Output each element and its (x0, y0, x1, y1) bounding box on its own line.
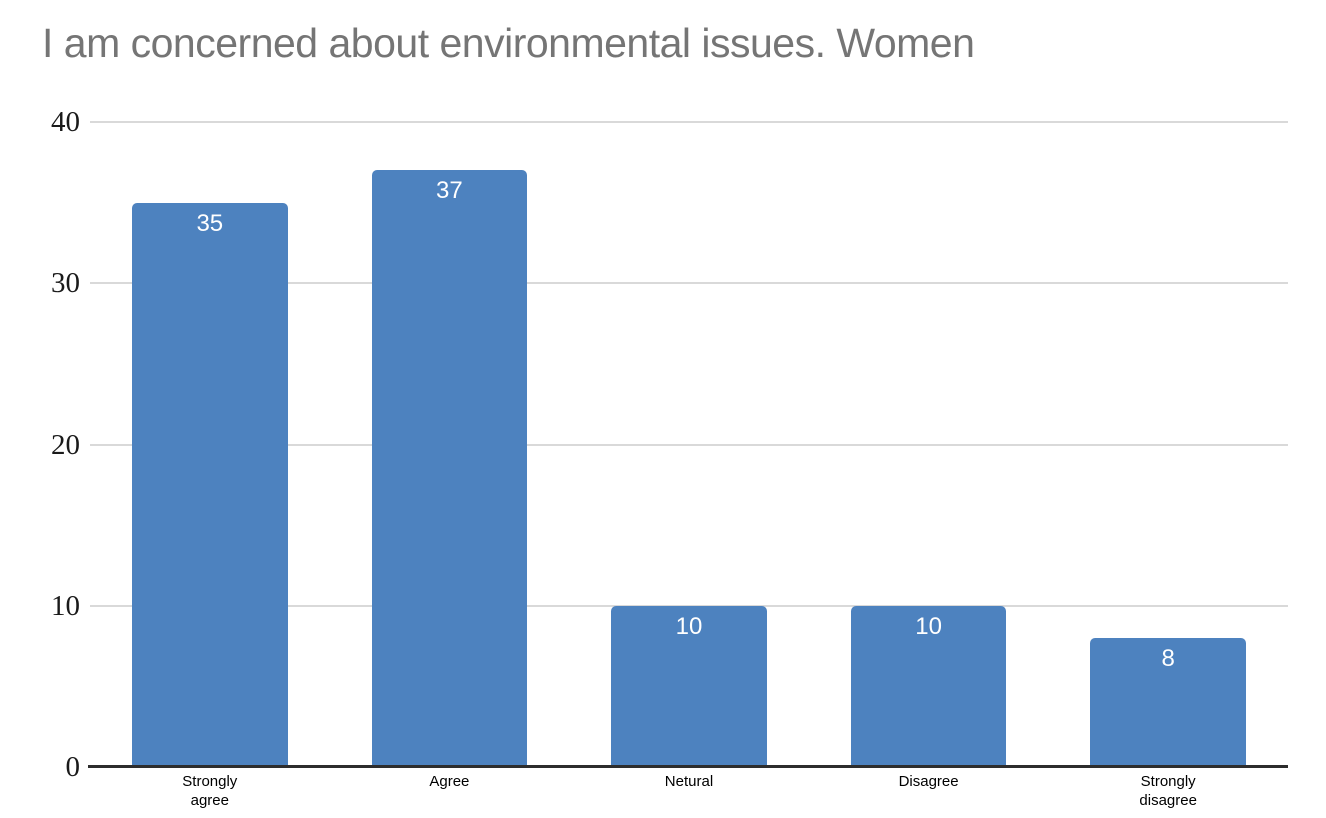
bar-value-label-netural: 10 (675, 612, 703, 640)
bar-netural: 10 (611, 605, 767, 767)
y-tick-label-0: 0 (65, 751, 81, 783)
gridline-30 (90, 282, 1288, 285)
bar-group-disagree: 10 (809, 122, 1049, 767)
y-axis: 0 10 20 30 40 (0, 0, 80, 818)
bar-strongly-agree: 35 (131, 202, 288, 767)
x-axis-labels: Strongly agree Agree Netural Disagree Strong… (90, 772, 1288, 810)
chart-title: I am concerned about environmental issue… (42, 20, 975, 66)
plot-area: 35 37 10 10 8 (88, 121, 1288, 768)
bar-value-label-strongly-disagree: 8 (1161, 645, 1175, 672)
bar-disagree: 10 (850, 605, 1007, 767)
bar-agree: 37 (371, 170, 528, 767)
y-tick-label-20: 20 (51, 428, 80, 461)
bar-strongly-disagree: 8 (1090, 638, 1247, 767)
gridline-20 (90, 443, 1288, 446)
bar-group-agree: 37 (330, 122, 570, 767)
x-category-label-disagree: Disagree (898, 773, 959, 790)
bar-group-strongly-agree: 35 (90, 122, 330, 767)
y-tick-label-40: 40 (51, 106, 80, 138)
x-category-label-agree: Agree (429, 773, 470, 790)
bar-group-strongly-disagree: 8 (1048, 122, 1288, 767)
bar-group-netural: 10 (569, 122, 809, 767)
gridline-40 (90, 121, 1288, 123)
bar-value-label-disagree: 10 (915, 612, 942, 640)
bar-value-label-strongly-agree: 35 (196, 209, 224, 237)
x-category-label-strongly-disagree: Strongly disagree (1139, 773, 1197, 809)
x-category-label-strongly-agree: Strongly agree (182, 773, 238, 809)
bar-series: 35 37 10 10 8 (90, 122, 1288, 767)
bar-value-label-agree: 37 (436, 177, 463, 205)
y-tick-label-30: 30 (51, 267, 80, 300)
x-axis-line (88, 765, 1288, 768)
x-category-label-netural: Netural (664, 773, 714, 790)
y-tick-label-10: 10 (51, 589, 80, 622)
